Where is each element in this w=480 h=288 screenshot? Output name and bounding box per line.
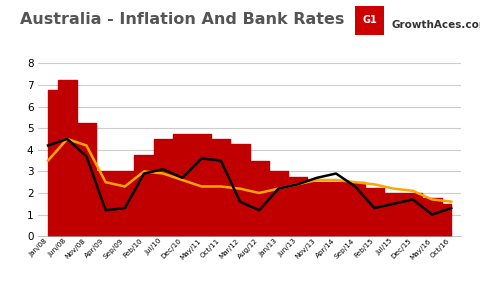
Text: G1: G1 [362, 15, 377, 25]
Text: Australia - Inflation And Bank Rates: Australia - Inflation And Bank Rates [20, 12, 345, 26]
Text: GrowthAces.com: GrowthAces.com [391, 20, 480, 30]
